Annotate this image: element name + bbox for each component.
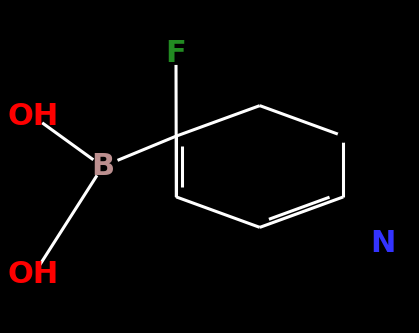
Text: N: N: [371, 228, 396, 258]
Text: OH: OH: [8, 260, 59, 289]
Text: F: F: [166, 39, 186, 68]
Text: B: B: [91, 152, 114, 181]
Text: OH: OH: [8, 102, 59, 131]
